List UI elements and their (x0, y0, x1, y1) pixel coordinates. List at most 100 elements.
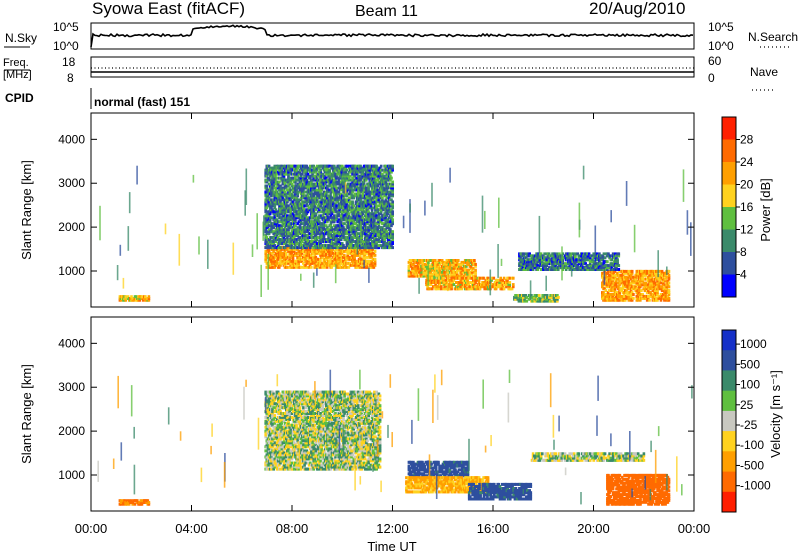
power-cell-2166 (322, 212, 326, 216)
power-cell-708 (368, 259, 371, 263)
power-cell-2028 (317, 218, 320, 222)
power-cell-3490 (377, 236, 381, 240)
power-cell-3288 (369, 228, 373, 232)
power-cell-2940 (355, 228, 359, 232)
power-cell-1097 (278, 192, 281, 196)
power-cell-2742 (346, 172, 350, 176)
power-cell-4421 (499, 276, 502, 280)
power-cell-1981 (314, 212, 318, 216)
power-cell-3626 (383, 190, 386, 194)
power-cell-259 (296, 247, 299, 251)
power-cell-2255 (326, 188, 329, 192)
power-cell-1800 (306, 166, 310, 170)
power-cell-559 (344, 263, 347, 267)
power-cell-3406 (374, 234, 377, 238)
power-cell-3732 (387, 206, 391, 210)
power-cell-3475 (376, 196, 380, 200)
power-cell-1071 (276, 186, 280, 190)
power-cell-4814 (629, 294, 633, 298)
power-cell-3784 (390, 208, 393, 212)
power-cell-747 (373, 249, 377, 253)
power-cell-3655 (384, 194, 388, 198)
power-cell-3579 (381, 184, 384, 188)
power-cell-2881 (353, 246, 357, 250)
power-cell-754 (264, 230, 267, 234)
power-cell-2295 (328, 216, 331, 220)
power-cell-785 (265, 236, 269, 240)
power-cell-1220 (283, 234, 287, 238)
power-cell-3823 (391, 182, 394, 186)
power-cell-2943 (355, 220, 359, 224)
power-cell-2019 (315, 168, 319, 172)
power-cell-3548 (379, 194, 383, 198)
power-cell-4834 (632, 293, 635, 296)
power-cell-1455 (293, 196, 296, 200)
power-cell-1875 (310, 186, 313, 190)
power-cell-3865 (414, 264, 418, 268)
power-cell-735 (372, 265, 376, 269)
power-cell-178 (283, 263, 287, 267)
power-cell-1586 (298, 204, 302, 208)
power-cell-1468 (294, 244, 297, 248)
freq-panel (90, 56, 695, 78)
power-cell-2769 (347, 176, 351, 180)
power-cell-116 (273, 265, 277, 269)
power-cell-2714 (345, 168, 349, 172)
power-cell-3410 (374, 224, 377, 228)
power-cell-3699 (386, 218, 390, 222)
power-cell-3031 (359, 218, 362, 222)
power-cell-898 (270, 228, 273, 232)
power-cell-4692 (614, 279, 618, 283)
power-cell-3976 (434, 262, 437, 266)
power-cell-1285 (286, 214, 289, 218)
power-cell-2010 (315, 192, 319, 196)
power-cell-3541 (379, 212, 383, 216)
power-cell-1637 (301, 218, 304, 222)
power-cell-1776 (306, 240, 310, 244)
power-cell-3383 (373, 218, 376, 222)
power-cell-3360 (371, 192, 375, 196)
power-cell-1904 (312, 246, 315, 250)
power-cell-778 (264, 172, 267, 176)
power-cell-2737 (346, 184, 350, 188)
power-cell-4924 (643, 285, 647, 289)
power-cell-4088 (455, 260, 459, 264)
power-cell-3972 (434, 270, 437, 274)
power-cell-2975 (357, 210, 360, 214)
power-cell-2444 (334, 166, 337, 170)
power-cell-1970 (314, 240, 318, 244)
power-cell-3529 (378, 170, 382, 174)
power-cell-4466 (516, 297, 520, 301)
power-cell-2448 (335, 236, 338, 240)
power-cell-450 (328, 261, 331, 265)
power-cell-674 (362, 249, 365, 253)
power-cell-2071 (319, 240, 322, 244)
power-cell-4825 (630, 291, 634, 295)
power-cell-2375 (331, 228, 335, 232)
power-cell-48 (144, 297, 147, 300)
power-cell-2934 (354, 164, 358, 168)
power-cell-4905 (641, 293, 644, 296)
power-cell-3818 (391, 192, 394, 196)
power-cell-2204 (323, 174, 327, 178)
power-cell-2960 (355, 176, 359, 180)
nsky-ytick-top: 10^5 (53, 20, 79, 34)
power-cell-2762 (347, 204, 351, 208)
power-cell-435 (325, 265, 329, 269)
power-cell-4713 (618, 293, 621, 296)
power-cell-4686 (614, 294, 618, 298)
power-cell-1266 (285, 186, 288, 190)
power-cell-2162 (322, 222, 326, 226)
power-cell-2826 (351, 240, 354, 244)
power-cell-3332 (370, 190, 374, 194)
power-cell-1939 (313, 238, 317, 242)
power-cell-3382 (373, 220, 376, 224)
power-cell-4121 (463, 266, 467, 270)
power-cell-801 (265, 186, 269, 190)
power-cell-1446 (293, 222, 296, 226)
power-cell-2783 (349, 220, 352, 224)
power-cell-952 (272, 226, 275, 230)
power-cell-1623 (299, 174, 303, 178)
power-cell-2556 (338, 164, 342, 168)
power-cell-60 (264, 251, 267, 255)
